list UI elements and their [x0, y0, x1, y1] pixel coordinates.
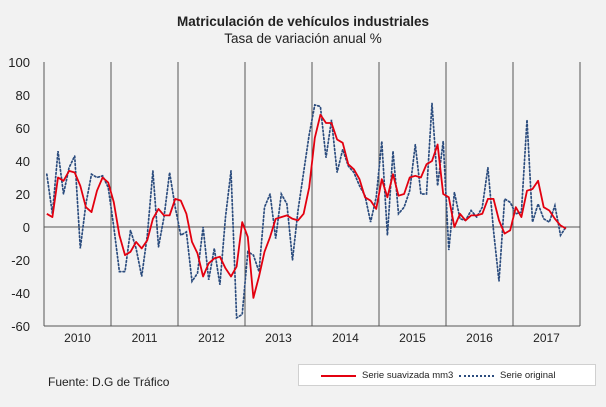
- y-axis: -60 -40 -20 0 20 40 60 80 100: [8, 55, 45, 334]
- y-tick-label: -60: [11, 319, 30, 334]
- legend-label-original: Serie original: [500, 370, 556, 381]
- source-note: Fuente: D.G de Tráfico: [48, 375, 170, 389]
- legend-swatch-original: [459, 374, 494, 377]
- chart-subtitle: Tasa de variación anual %: [224, 31, 382, 46]
- legend-item-smoothed: Serie suavizada mm3: [321, 370, 453, 381]
- legend-swatch-smoothed: [321, 374, 356, 377]
- series-line-smoothed: [46, 113, 567, 299]
- x-tick-label: 2011: [132, 331, 158, 345]
- x-tick-label: 2014: [332, 331, 359, 345]
- y-tick-label: -20: [11, 253, 30, 268]
- y-tick-label: 40: [16, 154, 30, 169]
- legend-item-original: Serie original: [459, 370, 555, 381]
- x-tick-label: 2012: [198, 331, 225, 345]
- x-tick-label: 2017: [533, 331, 560, 345]
- y-tick-label: 80: [16, 88, 30, 103]
- x-tick-label: 2015: [399, 331, 426, 345]
- x-tick-label: 2010: [64, 331, 91, 345]
- x-tick-label: 2016: [466, 331, 493, 345]
- legend-label-smoothed: Serie suavizada mm3: [362, 370, 454, 381]
- plot-area: [45, 103, 567, 320]
- y-tick-label: 100: [8, 55, 30, 70]
- chart-title: Matriculación de vehículos industriales: [176, 14, 430, 29]
- x-axis: 2010 2011 2012 2013 2014 2015 2016 2017: [44, 62, 581, 345]
- series-line-original: [45, 103, 567, 320]
- y-tick-label: 60: [16, 121, 30, 136]
- y-tick-label: -40: [11, 286, 30, 301]
- y-tick-label: 0: [23, 220, 30, 235]
- chart-legend: Serie suavizada mm3 Serie original: [298, 364, 596, 386]
- y-tick-label: 20: [16, 187, 30, 202]
- x-tick-label: 2013: [265, 331, 292, 345]
